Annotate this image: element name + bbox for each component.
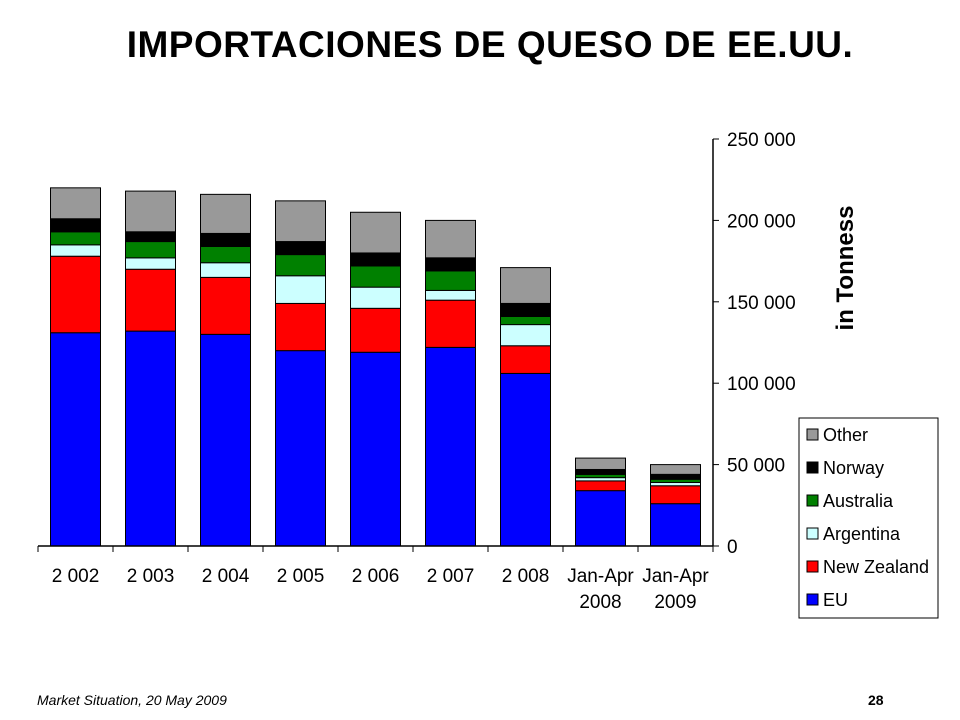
x-tick-label: Jan-Apr 2009 bbox=[642, 566, 709, 613]
bar-segment-argentina bbox=[125, 257, 176, 270]
legend: Other Norway Australia Argentina New Zealand… bbox=[798, 417, 939, 619]
bar-segment-new-zealand bbox=[500, 345, 551, 374]
bar-segment-other bbox=[275, 200, 326, 243]
bar-segment-norway bbox=[575, 468, 626, 475]
legend-swatch-argentina bbox=[806, 527, 819, 540]
bar-segment-norway bbox=[200, 232, 251, 247]
bar-segment-argentina bbox=[500, 324, 551, 347]
bar-segment-argentina bbox=[425, 289, 476, 301]
bar-segment-new-zealand bbox=[575, 480, 626, 492]
legend-label-other: Other bbox=[823, 425, 868, 445]
bar-segment-eu bbox=[50, 332, 101, 547]
bar-segment-argentina bbox=[200, 262, 251, 278]
bar-segment-new-zealand bbox=[275, 302, 326, 352]
bar-segment-norway bbox=[275, 241, 326, 256]
y-tick-label: 0 bbox=[727, 537, 738, 558]
x-tick-label: 2 006 bbox=[352, 566, 400, 587]
y-tick-label: 150 000 bbox=[727, 293, 796, 314]
x-tick-label-line: 2 007 bbox=[427, 566, 475, 587]
bar-segment-new-zealand bbox=[200, 276, 251, 335]
bar-segment-australia bbox=[425, 270, 476, 291]
bar-segment-australia bbox=[200, 245, 251, 264]
bar-segment-australia bbox=[350, 265, 401, 288]
x-tick-label: 2 003 bbox=[127, 566, 175, 587]
legend-swatch-new-zealand bbox=[806, 560, 819, 573]
legend-label-argentina: Argentina bbox=[823, 524, 901, 544]
x-tick-label: Jan-Apr 2008 bbox=[567, 566, 634, 613]
bar-segment-australia bbox=[125, 241, 176, 259]
bar-segment-other bbox=[350, 211, 401, 254]
bar-segment-new-zealand bbox=[350, 307, 401, 353]
bar-segment-eu bbox=[275, 350, 326, 547]
bar-segment-other bbox=[50, 187, 101, 220]
bar-segment-norway bbox=[125, 231, 176, 243]
bar-segment-argentina bbox=[50, 244, 101, 257]
x-tick-label-line: 2 003 bbox=[127, 566, 175, 587]
bar-segment-eu bbox=[350, 351, 401, 547]
y-tick-label: 200 000 bbox=[727, 211, 796, 232]
bar-segment-new-zealand bbox=[425, 299, 476, 348]
bar-segment-other bbox=[425, 219, 476, 259]
x-tick-label: 2 005 bbox=[277, 566, 325, 587]
x-tick-label: 2 008 bbox=[502, 566, 550, 587]
bar-segment-norway bbox=[500, 302, 551, 317]
y-tick-label: 250 000 bbox=[727, 130, 796, 151]
bar-segment-new-zealand bbox=[125, 268, 176, 332]
bar-segment-argentina bbox=[275, 275, 326, 304]
legend-swatch-other bbox=[806, 428, 819, 441]
legend-box bbox=[798, 417, 939, 619]
x-tick-label-line: 2008 bbox=[579, 592, 621, 613]
legend-label-norway: Norway bbox=[823, 458, 884, 478]
x-tick-label-line: 2 008 bbox=[502, 566, 550, 587]
bar-segment-norway bbox=[50, 218, 101, 233]
bar-segment-other bbox=[575, 457, 626, 470]
x-tick-label-line: Jan-Apr bbox=[642, 566, 709, 587]
bar-segment-eu bbox=[575, 490, 626, 547]
y-tick-label: 50 000 bbox=[727, 456, 785, 477]
legend-swatch-australia bbox=[806, 494, 819, 507]
x-tick-label: 2 007 bbox=[427, 566, 475, 587]
bars-group bbox=[50, 187, 701, 547]
x-tick-label-line: 2 002 bbox=[52, 566, 100, 587]
bar-segment-new-zealand bbox=[650, 485, 701, 505]
stacked-bar-chart: 2 002 2 003 2 004 2 005 2 006 2 007 2 008 Jan-A… bbox=[37, 130, 939, 619]
bar-segment-australia bbox=[275, 254, 326, 277]
x-tick-label-line: 2 004 bbox=[202, 566, 250, 587]
footer-text: Market Situation, 20 May 2009 bbox=[37, 692, 227, 708]
legend-label-australia: Australia bbox=[823, 491, 894, 511]
bar-segment-other bbox=[125, 190, 176, 233]
bar-segment-argentina bbox=[350, 286, 401, 309]
bar-segment-norway bbox=[350, 252, 401, 267]
bar-segment-other bbox=[500, 267, 551, 304]
bar-segment-norway bbox=[650, 473, 701, 480]
bar-segment-eu bbox=[125, 330, 176, 547]
legend-swatch-eu bbox=[806, 593, 819, 606]
axes-group: 2 002 2 003 2 004 2 005 2 006 2 007 2 008 Jan-A… bbox=[37, 130, 859, 613]
bar-segment-eu bbox=[650, 503, 701, 547]
x-tick-label: 2 002 bbox=[52, 566, 100, 587]
bar-segment-australia bbox=[50, 231, 101, 246]
legend-swatch-norway bbox=[806, 461, 819, 474]
legend-label-new-zealand: New Zealand bbox=[823, 557, 929, 577]
bar-segment-australia bbox=[500, 315, 551, 326]
x-tick-label-line: 2 006 bbox=[352, 566, 400, 587]
bar-segment-other bbox=[650, 464, 701, 475]
bar-segment-new-zealand bbox=[50, 255, 101, 334]
bar-segment-other bbox=[200, 193, 251, 234]
bar-segment-eu bbox=[425, 346, 476, 547]
x-tick-label-line: 2009 bbox=[654, 592, 696, 613]
x-tick-label: 2 004 bbox=[202, 566, 250, 587]
bar-segment-norway bbox=[425, 257, 476, 272]
bar-segment-eu bbox=[500, 372, 551, 547]
y-axis-title: in Tonness bbox=[832, 206, 859, 331]
slide-title: IMPORTACIONES DE QUESO DE EE.UU. bbox=[126, 24, 854, 65]
x-tick-label-line: 2 005 bbox=[277, 566, 325, 587]
bar-segment-eu bbox=[200, 333, 251, 547]
page-number: 28 bbox=[868, 692, 884, 708]
x-tick-label-line: Jan-Apr bbox=[567, 566, 634, 587]
y-tick-label: 100 000 bbox=[727, 374, 796, 395]
legend-label-eu: EU bbox=[823, 590, 848, 610]
